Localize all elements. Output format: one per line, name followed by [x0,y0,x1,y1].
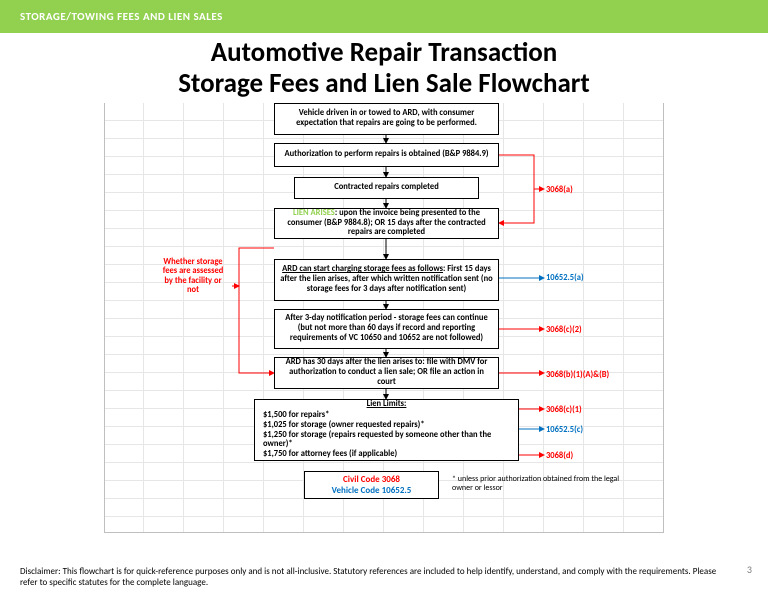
statute-ref: 10652.5(c) [546,425,583,435]
node-30-days: ARD has 30 days after the lien arises to… [274,357,499,389]
statute-ref: 3068(b)(1)(A)&(B) [546,370,609,380]
legend-box: Civil Code 3068 Vehicle Code 10652.5 [304,471,439,499]
lien-limit-line: $1,250 for storage (repairs requested by… [263,431,510,451]
legend-vehicle-code: Vehicle Code 10652.5 [311,485,432,496]
legend-civil-code: Civil Code 3068 [311,474,432,485]
statute-ref: 3068(a) [546,185,573,195]
title-line-2: Storage Fees and Lien Sale Flowchart [0,68,768,99]
disclaimer-text: Disclaimer: This flowchart is for quick-… [20,567,728,588]
node-storage-fees-start: ARD can start charging storage fees as f… [274,259,499,301]
section-banner: STORAGE/TOWING FEES AND LIEN SALES [0,0,768,33]
lien-limit-line: $1,750 for attorney fees (if applicable) [263,450,510,460]
title-line-1: Automotive Repair Transaction [0,37,768,68]
node-storage-continue: After 3-day notification period - storag… [274,309,499,349]
node-vehicle-intake: Vehicle driven in or towed to ARD, with … [274,103,499,135]
statute-ref: 3068(c)(1) [546,405,582,415]
page-number: 3 [747,563,752,576]
node-repairs-completed: Contracted repairs completed [294,177,479,199]
page-title: Automotive Repair Transaction Storage Fe… [0,37,768,99]
flowchart-area: Vehicle driven in or towed to ARD, with … [104,103,664,533]
side-note-storage: Whether storage fees are assessed by the… [158,258,228,295]
legend-asterisk-note: * unless prior authorization obtained fr… [452,475,622,493]
node-authorization: Authorization to perform repairs is obta… [274,143,499,167]
node-lien-limits: Lien Limits: $1,500 for repairs*$1,025 f… [254,399,519,461]
statute-ref: 10652.5(a) [546,273,584,283]
node-lien-arises: LIEN ARISES: upon the invoice being pres… [274,208,499,239]
statute-ref: 3068(c)(2) [546,325,582,335]
statute-ref: 3068(d) [546,451,573,461]
